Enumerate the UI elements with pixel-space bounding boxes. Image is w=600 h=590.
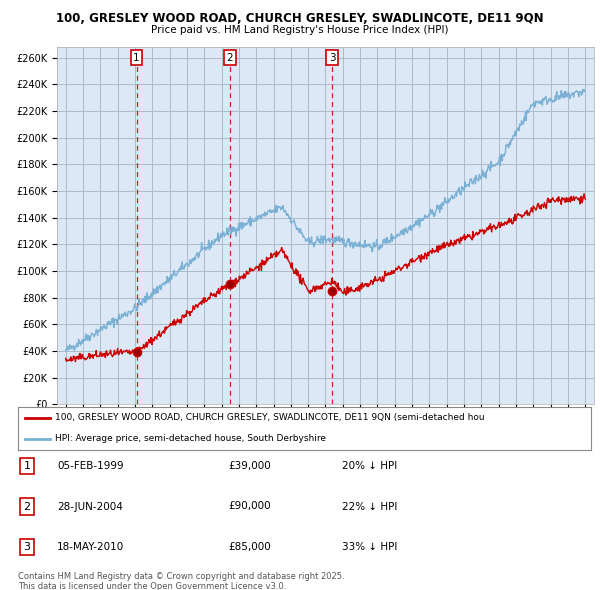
Text: 18-MAY-2010: 18-MAY-2010: [57, 542, 124, 552]
Text: 28-JUN-2004: 28-JUN-2004: [57, 502, 123, 512]
Text: 3: 3: [329, 53, 335, 63]
Text: 05-FEB-1999: 05-FEB-1999: [57, 461, 124, 471]
Text: 20% ↓ HPI: 20% ↓ HPI: [342, 461, 397, 471]
Text: 22% ↓ HPI: 22% ↓ HPI: [342, 502, 397, 512]
Text: 2: 2: [23, 502, 31, 512]
Text: Price paid vs. HM Land Registry's House Price Index (HPI): Price paid vs. HM Land Registry's House …: [151, 25, 449, 35]
Text: Contains HM Land Registry data © Crown copyright and database right 2025.: Contains HM Land Registry data © Crown c…: [18, 572, 344, 581]
Text: 33% ↓ HPI: 33% ↓ HPI: [342, 542, 397, 552]
Text: 2: 2: [227, 53, 233, 63]
Text: 100, GRESLEY WOOD ROAD, CHURCH GRESLEY, SWADLINCOTE, DE11 9QN (semi-detached hou: 100, GRESLEY WOOD ROAD, CHURCH GRESLEY, …: [55, 413, 485, 422]
Text: £85,000: £85,000: [228, 542, 271, 552]
Text: £90,000: £90,000: [228, 502, 271, 512]
Text: This data is licensed under the Open Government Licence v3.0.: This data is licensed under the Open Gov…: [18, 582, 286, 590]
Text: 100, GRESLEY WOOD ROAD, CHURCH GRESLEY, SWADLINCOTE, DE11 9QN: 100, GRESLEY WOOD ROAD, CHURCH GRESLEY, …: [56, 12, 544, 25]
Text: 3: 3: [23, 542, 31, 552]
Text: 1: 1: [23, 461, 31, 471]
Text: 1: 1: [133, 53, 140, 63]
Text: HPI: Average price, semi-detached house, South Derbyshire: HPI: Average price, semi-detached house,…: [55, 434, 326, 444]
Text: £39,000: £39,000: [228, 461, 271, 471]
